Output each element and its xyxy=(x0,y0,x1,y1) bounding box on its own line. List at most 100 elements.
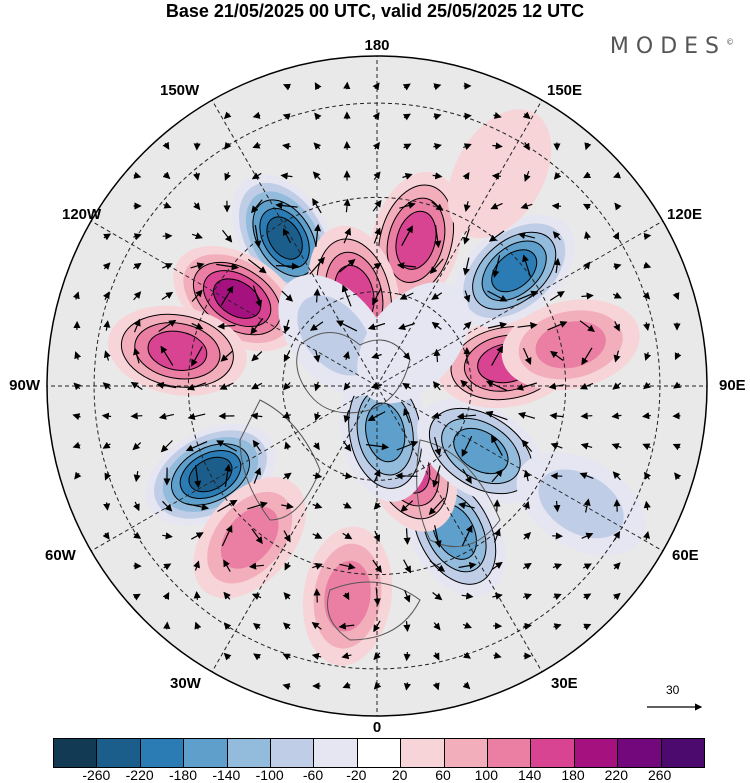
wind-arrow xyxy=(163,201,172,209)
wind-arrow xyxy=(461,524,473,547)
wind-arrow xyxy=(104,472,112,481)
wind-arrow xyxy=(463,201,471,212)
wind-arrow xyxy=(191,232,203,240)
wind-arrow xyxy=(463,290,471,303)
colorbar-tick-label: -100 xyxy=(255,767,284,783)
colorbar-ticks: -260 -220 -180 -140 -100 -60 -20 20 60 100 140 180 2… xyxy=(53,767,703,783)
wind-arrow xyxy=(311,652,322,660)
wind-arrow xyxy=(403,559,411,574)
meridian-line xyxy=(90,385,378,552)
colorbar-swatch xyxy=(271,739,315,767)
wind-arrow xyxy=(643,500,651,511)
wind-arrow xyxy=(583,171,592,179)
lon-label-120w: 120W xyxy=(62,206,102,223)
wind-arrow xyxy=(372,287,382,306)
wind-arrow xyxy=(191,346,203,367)
wind-arrow xyxy=(252,141,261,149)
wind-arrow xyxy=(280,172,293,180)
wind-arrow xyxy=(312,198,322,214)
wind-arrow xyxy=(429,258,444,274)
wind-arrow xyxy=(612,471,621,481)
wind-arrow xyxy=(553,257,561,273)
wind-arrow xyxy=(221,524,233,547)
wind-arrow xyxy=(284,562,292,571)
wind-arrow xyxy=(133,347,141,364)
wind-arrow xyxy=(517,411,536,419)
wind-arrow xyxy=(372,112,380,121)
wind-arrow xyxy=(193,202,201,211)
colorbar-tick-label: -220 xyxy=(125,767,154,783)
lon-label-30e: 30E xyxy=(551,675,578,692)
wind-arrow xyxy=(282,113,291,121)
colorbar-swatch xyxy=(401,739,445,767)
wind-arrow xyxy=(642,412,651,420)
wind-arrow xyxy=(432,652,440,661)
wind-arrow xyxy=(400,500,414,513)
wind-arrow xyxy=(434,436,442,457)
wind-arrow xyxy=(613,530,621,541)
colorbar-tick-label: 60 xyxy=(435,767,451,783)
wind-arrow xyxy=(522,562,532,570)
colorbar-tick-label: -260 xyxy=(82,767,111,783)
wind-arrow xyxy=(611,412,622,420)
wind-arrow xyxy=(401,225,413,246)
wind-arrow xyxy=(373,171,381,181)
wind-arrow xyxy=(553,500,561,513)
wind-arrow xyxy=(251,172,262,180)
wind-arrow xyxy=(549,290,565,301)
wind-arrow xyxy=(133,501,140,512)
wind-arrow xyxy=(160,345,174,366)
wind-arrow xyxy=(432,592,443,601)
wind-arrow xyxy=(433,83,442,91)
wind-arrow xyxy=(399,292,414,300)
wind-arrow xyxy=(433,622,441,631)
wind-arrow xyxy=(283,319,291,334)
wind-arrow xyxy=(491,561,503,570)
wind-arrow xyxy=(485,410,508,421)
wind-arrow xyxy=(251,351,263,362)
wind-arrow xyxy=(583,623,592,631)
wind-arrow xyxy=(643,531,651,540)
wind-arrow xyxy=(102,441,111,449)
wind-arrow xyxy=(132,442,142,451)
wind-arrow xyxy=(580,442,593,450)
wind-arrow xyxy=(462,681,471,690)
colorbar-swatch xyxy=(661,739,705,767)
wind-arrow xyxy=(282,411,291,419)
wind-arrow xyxy=(162,141,170,150)
wind-arrow xyxy=(517,232,536,240)
wind-arrow xyxy=(339,562,356,570)
wind-arrow xyxy=(373,652,381,661)
wind-arrow xyxy=(370,382,383,390)
wind-arrow xyxy=(433,143,442,151)
wind-arrow xyxy=(396,440,419,451)
colorbar-swatch xyxy=(531,739,575,767)
wind-arrow xyxy=(156,381,177,389)
wind-arrow xyxy=(550,350,564,361)
wind-arrow xyxy=(162,532,173,540)
wind-arrow xyxy=(463,112,472,120)
wind-arrow xyxy=(611,443,622,450)
modes-logo: MODES© xyxy=(609,34,734,59)
wind-arrow xyxy=(402,382,412,390)
colorbar-tick-label: 180 xyxy=(561,767,585,783)
wind-arrow xyxy=(250,318,264,335)
wind-arrow xyxy=(191,322,204,330)
wind-arrow xyxy=(186,382,207,391)
wind-arrow xyxy=(372,141,380,150)
wind-arrow xyxy=(402,113,411,121)
wind-arrow xyxy=(614,202,622,211)
vector-scale-label: 30 xyxy=(666,683,680,697)
wind-arrow xyxy=(343,501,352,509)
wind-arrow xyxy=(548,382,565,390)
wind-arrow xyxy=(313,350,321,363)
wind-arrow xyxy=(252,111,261,119)
colorbar-tick-label: 20 xyxy=(391,767,408,783)
wind-arrow xyxy=(311,621,322,630)
wind-arrow xyxy=(282,142,291,150)
meridian-line xyxy=(211,99,378,387)
wind-arrow xyxy=(220,350,233,362)
wind-arrow xyxy=(282,472,292,480)
wind-arrow xyxy=(133,233,142,241)
wind-arrow xyxy=(580,412,593,420)
